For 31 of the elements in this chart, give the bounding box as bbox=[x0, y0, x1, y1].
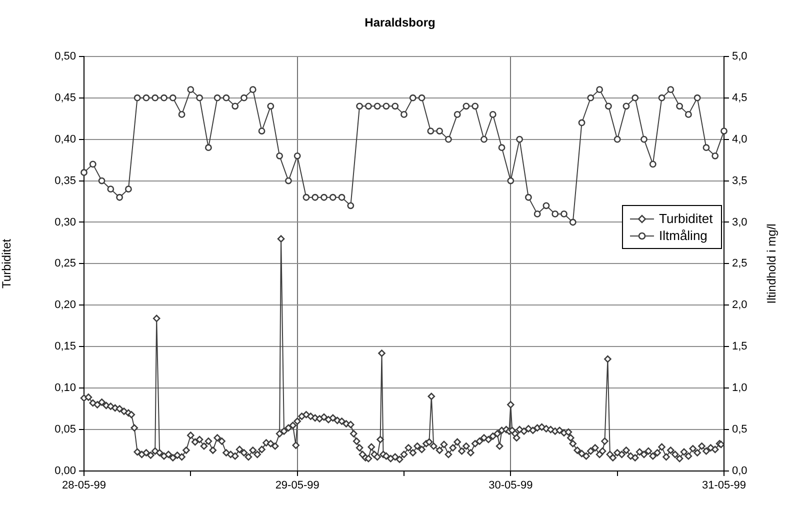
y-tick-label: 0,25 bbox=[54, 258, 76, 270]
y-tick-label: 0,40 bbox=[54, 133, 76, 146]
x-tick-label: 31-05-99 bbox=[702, 480, 746, 492]
y2-axis-title: Iltindhold i mg/l bbox=[764, 224, 778, 304]
chart-title: Haraldsborg bbox=[364, 16, 436, 30]
y-tick-label: 0,50 bbox=[54, 50, 76, 62]
y2-tick-label: 3,0 bbox=[732, 216, 748, 228]
legend-label: Iltmåling bbox=[659, 227, 708, 244]
x-tick-label: 30-05-99 bbox=[488, 480, 533, 492]
x-tick-label: 28-05-99 bbox=[62, 480, 106, 492]
y2-tick-label: 2,5 bbox=[732, 258, 748, 270]
x-tick-label: 29-05-99 bbox=[275, 480, 320, 492]
y-tick-label: 0,05 bbox=[54, 424, 76, 436]
y-tick-label: 0,20 bbox=[54, 299, 76, 312]
y2-tick-label: 4,5 bbox=[732, 92, 748, 104]
y2-tick-label: 3,5 bbox=[732, 174, 748, 187]
y2-tick-label: 2,0 bbox=[732, 299, 748, 312]
y2-tick-label: 1,5 bbox=[732, 340, 748, 353]
y-tick-label: 0,15 bbox=[54, 340, 76, 353]
y-tick-label: 0,35 bbox=[54, 174, 76, 187]
y-axis-title: Turbiditet bbox=[0, 238, 14, 288]
y2-tick-label: 4,0 bbox=[732, 133, 748, 146]
legend-label: Turbiditet bbox=[659, 210, 713, 228]
y2-tick-label: 5,0 bbox=[732, 50, 748, 62]
y-tick-label: 0,10 bbox=[54, 382, 76, 394]
y-tick-label: 0,45 bbox=[54, 92, 76, 104]
y2-tick-label: 0,0 bbox=[732, 465, 748, 478]
y-tick-label: 0,00 bbox=[54, 465, 76, 478]
y-tick-label: 0,30 bbox=[54, 216, 76, 228]
y2-tick-label: 0,5 bbox=[732, 424, 748, 436]
y2-tick-label: 1,0 bbox=[732, 382, 748, 394]
